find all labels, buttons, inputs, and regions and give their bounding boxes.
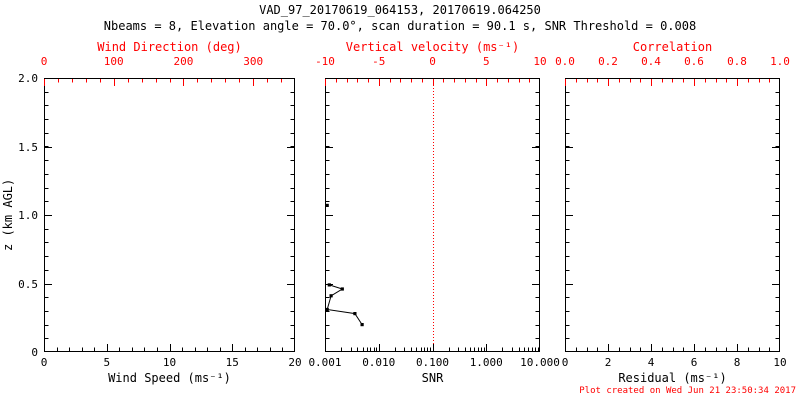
bottom-axis-label-snr: SNR — [421, 371, 444, 385]
y-axis-ticks — [326, 78, 539, 339]
axis-tick-label: 10 — [773, 356, 787, 369]
bottom-axis-ticks — [565, 344, 770, 351]
top-axis-label-correlation: Correlation — [632, 40, 713, 54]
top-axis-tick-label: -5 — [372, 55, 386, 68]
wind-speed-direction-panel — [44, 78, 295, 352]
top-axis-tick-label: 10 — [533, 55, 547, 68]
y-axis-label: z (km AGL) — [1, 178, 15, 252]
top-axis-tick-label: 5 — [482, 55, 490, 68]
axis-tick-label: 10.000 — [520, 356, 560, 369]
bottom-axis-ticks — [325, 344, 539, 351]
top-axis-tick-label: 0.8 — [727, 55, 747, 68]
top-axis-ticks — [44, 79, 282, 86]
top-axis-label-wind-direction: Wind Direction (deg) — [97, 40, 242, 54]
snr-point-upper-series — [325, 203, 329, 207]
top-axis-ticks — [325, 79, 530, 86]
plot-border — [325, 78, 540, 352]
axis-tick-label: 10 — [162, 356, 177, 369]
plot-border — [565, 78, 780, 352]
y-axis-ticks — [566, 78, 779, 339]
axis-tick-label: 2 — [604, 356, 612, 369]
top-axis-tick-label: 0 — [40, 55, 48, 68]
axis-tick-label: 0.001 — [308, 356, 342, 369]
bottom-axis-label-residual: Residual (ms⁻¹) — [618, 371, 727, 385]
axis-tick-label: 0.010 — [362, 356, 396, 369]
plot-border — [44, 78, 295, 352]
axis-tick-label: 15 — [225, 356, 239, 369]
bottom-axis-ticks — [44, 344, 283, 351]
y-axis-ticks — [45, 78, 294, 339]
top-axis-label-vertical-velocity: Vertical velocity (ms⁻¹) — [345, 40, 520, 54]
axis-tick-label: 5 — [103, 356, 111, 369]
top-axis-tick-label: 1.0 — [770, 55, 790, 68]
top-axis-tick-label: 200 — [173, 55, 194, 68]
axis-tick-label: 1.000 — [469, 356, 503, 369]
axis-tick-label: 0 — [561, 356, 569, 369]
snr-profile-lower-series — [325, 283, 364, 327]
top-axis-tick-label: 0 — [429, 55, 436, 68]
residual-correlation-panel — [565, 78, 780, 352]
figure-title: VAD_97_20170619_064153, 20170619.064250 — [259, 3, 541, 17]
bottom-axis-label-wind-speed: Wind Speed (ms⁻¹) — [108, 371, 231, 385]
axis-tick-label: 8 — [733, 356, 741, 369]
top-axis-tick-label: 100 — [103, 55, 124, 68]
top-axis-tick-label: 300 — [243, 55, 264, 68]
axis-tick-label: 0 — [40, 356, 48, 369]
axis-tick-label: 6 — [690, 356, 698, 369]
top-axis-tick-label: 0.2 — [598, 55, 618, 68]
top-axis-tick-label: 0.6 — [684, 55, 704, 68]
snr-vertical-velocity-panel — [325, 78, 540, 352]
axis-tick-label: 0.100 — [415, 356, 450, 369]
plot-created-timestamp: Plot created on Wed Jun 21 23:50:34 2017 — [579, 386, 796, 396]
top-axis-tick-label: -10 — [315, 55, 335, 68]
top-axis-tick-label: 0.0 — [555, 55, 575, 68]
top-axis-ticks — [565, 79, 770, 86]
axis-tick-label: 20 — [288, 356, 302, 369]
top-axis-tick-label: 0.4 — [641, 55, 661, 68]
figure-subtitle: Nbeams = 8, Elevation angle = 70.0°, sca… — [103, 19, 697, 33]
axis-tick-label: 4 — [647, 356, 655, 369]
